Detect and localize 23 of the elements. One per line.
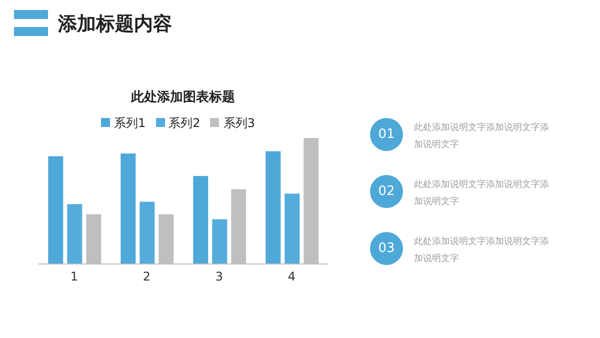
bar	[120, 154, 136, 264]
legend-label: 系列1	[114, 116, 146, 130]
text: 02	[370, 175, 403, 208]
chart-title: 此处添加图表标题	[130, 89, 236, 107]
bar	[48, 156, 64, 264]
bar	[266, 151, 281, 264]
bar	[140, 202, 155, 264]
legend-label: 系列2	[168, 116, 200, 130]
text: 此处添加说明文字添加说明文字添加说明文字	[414, 178, 550, 209]
text: 此处添加说明文字添加说明文字添加说明文字	[414, 122, 550, 152]
legend-label: 系列3	[223, 116, 255, 130]
text: 01	[370, 118, 403, 151]
text: 添加标题内容	[58, 12, 172, 37]
bar	[212, 219, 228, 264]
bar	[284, 194, 300, 264]
bar	[67, 204, 82, 264]
bar	[193, 176, 208, 264]
text: 此处添加说明文字添加说明文字添加说明文字	[414, 236, 550, 266]
x-tick-label: 3	[215, 270, 224, 284]
x-tick-label: 2	[142, 270, 151, 284]
x-tick-label: 4	[288, 270, 296, 284]
text: 03	[370, 232, 403, 265]
x-tick-label: 1	[70, 270, 78, 284]
